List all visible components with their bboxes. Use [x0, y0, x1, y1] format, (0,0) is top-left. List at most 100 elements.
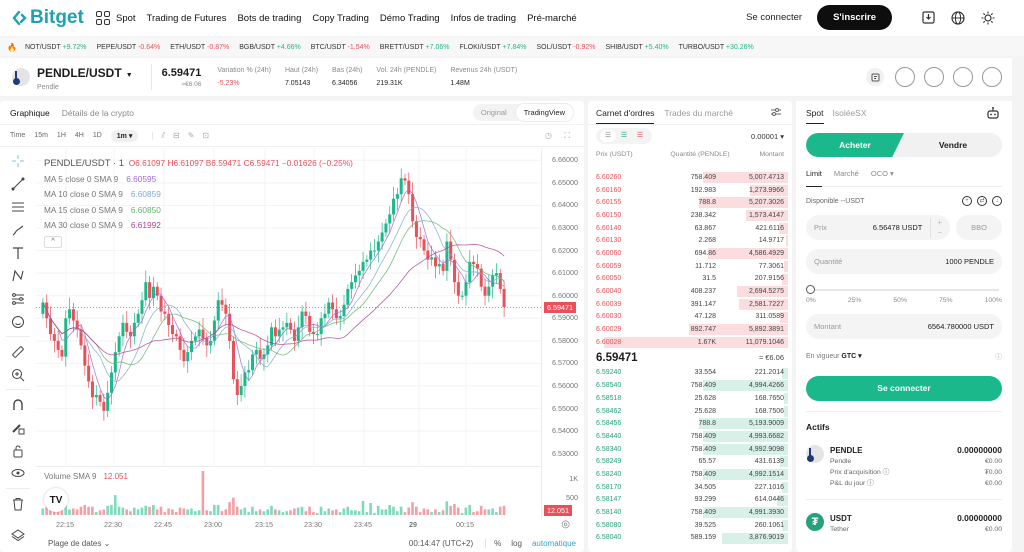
buy-tab[interactable]: Acheter: [806, 133, 904, 157]
view-original[interactable]: Original: [480, 108, 507, 117]
lock-drawing-icon[interactable]: [0, 416, 36, 439]
download-icon[interactable]: [920, 10, 936, 26]
chart-settings-icon[interactable]: ◎: [561, 519, 570, 530]
bid-row[interactable]: 6.58462 25.628 168.7506: [588, 405, 792, 418]
time-axis[interactable]: 22:15 22:30 22:45 23:00 23:15 23:30 23:45 29 00:…: [36, 517, 541, 533]
ask-row[interactable]: 6.60260 758.409 5,007.4713: [588, 171, 792, 184]
info-icon[interactable]: ⓘ: [995, 354, 1002, 361]
bid-row[interactable]: 6.58140 758.409 4,991.3930: [588, 506, 792, 519]
bid-row[interactable]: 6.58456 788.8 5,193.9009: [588, 417, 792, 430]
trash-icon[interactable]: [0, 492, 36, 515]
nav-item-d-mo-trading[interactable]: Démo Trading: [379, 12, 440, 24]
tab-chart[interactable]: Graphique: [10, 107, 50, 118]
ask-row[interactable]: 6.60060 694.86 4,586.4929: [588, 247, 792, 260]
log-toggle[interactable]: log: [511, 538, 522, 548]
percent-preset[interactable]: 75%: [939, 297, 953, 304]
amount-slider[interactable]: [806, 285, 999, 294]
robot-icon[interactable]: [986, 106, 1000, 122]
interval-dropdown[interactable]: 1m ▾: [110, 129, 139, 142]
ask-row[interactable]: 6.60040 408.237 2,694.5275: [588, 285, 792, 298]
horizontal-lines-icon[interactable]: [0, 195, 36, 218]
magnet-icon[interactable]: [0, 393, 36, 416]
login-link[interactable]: Se connecter: [746, 12, 803, 23]
deposit-icon[interactable]: +: [962, 196, 972, 206]
fib-levels-icon[interactable]: [0, 287, 36, 310]
percent-preset[interactable]: 25%: [847, 297, 862, 304]
ask-row[interactable]: 6.60039 391.147 2,581.7227: [588, 298, 792, 311]
ask-row[interactable]: 6.60030 47.128 311.0589: [588, 311, 792, 324]
bid-row[interactable]: 6.58147 93.299 614.0446: [588, 494, 792, 507]
tradingview-logo[interactable]: TV: [44, 488, 68, 512]
ticker-item[interactable]: TURBO/USDT +30.26%: [679, 44, 754, 51]
bitget-logo[interactable]: Bitget: [12, 7, 92, 29]
bid-row[interactable]: 6.58080 39.525 260.1061: [588, 519, 792, 532]
percent-toggle[interactable]: %: [485, 538, 501, 548]
ticker-item[interactable]: FLOKI/USDT +7.84%: [459, 44, 526, 51]
bid-row[interactable]: 6.58340 758.409 4,992.9098: [588, 443, 792, 456]
view-asks-icon[interactable]: ☰: [636, 132, 644, 139]
download-icon[interactable]: ↓: [992, 196, 1002, 206]
tick-size-select[interactable]: 0.00001 ▾: [751, 131, 784, 141]
toolbar-circle-button[interactable]: [953, 67, 973, 87]
ask-row[interactable]: 6.60029 892.747 5,892.3891: [588, 323, 792, 336]
settings-sliders-icon[interactable]: [770, 107, 782, 119]
ask-row[interactable]: 6.60050 31.5 207.9156: [588, 273, 792, 286]
order-type-oco[interactable]: OCO ▾: [870, 169, 894, 178]
tab-isolated-margin[interactable]: IsoléeSX: [832, 108, 867, 118]
signup-button[interactable]: S'inscrire: [817, 5, 892, 30]
trendline-icon[interactable]: [0, 172, 36, 195]
order-type-market[interactable]: Marché: [833, 169, 859, 178]
bid-row[interactable]: 6.58518 25.628 168.7650: [588, 392, 792, 405]
ticker-item[interactable]: NOT/USDT +9.72%: [25, 44, 87, 51]
nav-item-spot[interactable]: Spot: [116, 12, 136, 24]
bid-row[interactable]: 6.58240 758.409 4,992.1514: [588, 468, 792, 481]
bid-row[interactable]: 6.58440 758.409 4,993.6682: [588, 430, 792, 443]
interval-time[interactable]: Time: [10, 132, 26, 139]
sell-tab[interactable]: Vendre: [938, 140, 968, 150]
compare-icon[interactable]: ⊟: [173, 131, 180, 140]
interval-1h[interactable]: 1H: [56, 132, 66, 139]
ask-row[interactable]: 6.60150 238.342 1,573.4147: [588, 209, 792, 222]
notes-icon[interactable]: [866, 68, 884, 86]
time-in-force-select[interactable]: GTC ▾: [841, 353, 862, 360]
layers-icon[interactable]: [0, 523, 36, 546]
ask-row[interactable]: 6.60155 788.8 5,207.3026: [588, 196, 792, 209]
nav-item-infos-de-trading[interactable]: Infos de trading: [450, 12, 517, 24]
lock-icon[interactable]: [0, 439, 36, 462]
toolbar-circle-button[interactable]: [895, 67, 915, 87]
zoom-in-icon[interactable]: [0, 363, 36, 386]
ask-row[interactable]: 6.60028 1.67K 11,079.1046: [588, 336, 792, 349]
ask-row[interactable]: 6.60059 11.712 77.3061: [588, 260, 792, 273]
view-both-icon[interactable]: ☰: [600, 130, 616, 142]
price-input[interactable]: Prix 6.56478 USDT + −: [806, 215, 950, 240]
order-type-limit[interactable]: Limit: [806, 169, 822, 187]
toolbar-circle-button[interactable]: [982, 67, 1002, 87]
quantity-input[interactable]: Quantité 1000 PENDLE: [806, 249, 1002, 274]
bid-row[interactable]: 6.58540 758.409 4,994.4266: [588, 379, 792, 392]
globe-icon[interactable]: [950, 10, 966, 26]
ask-row[interactable]: 6.60160 192.983 1,273.9966: [588, 184, 792, 197]
ticker-item[interactable]: SOL/USDT -0.92%: [536, 44, 595, 51]
pair-selector[interactable]: PENDLE/USDT ▼ Pendle: [37, 65, 133, 91]
percent-preset[interactable]: 50%: [893, 297, 908, 304]
crosshair-icon[interactable]: [0, 149, 36, 172]
theme-sun-icon[interactable]: [980, 10, 996, 26]
bbo-button[interactable]: BBO: [956, 215, 1002, 240]
interval-15m[interactable]: 15m: [34, 132, 48, 139]
clock-icon[interactable]: ◷: [545, 131, 552, 140]
emoji-icon[interactable]: [0, 310, 36, 333]
toolbar-circle-button[interactable]: [924, 67, 944, 87]
apps-grid-icon[interactable]: [96, 11, 110, 25]
bid-row[interactable]: 6.58040 589.159 3,876.9019: [588, 532, 792, 545]
bid-row[interactable]: 6.58249 65.57 431.6139: [588, 455, 792, 468]
tab-spot[interactable]: Spot: [806, 108, 824, 124]
login-submit-button[interactable]: Se connecter: [806, 376, 1002, 401]
ticker-item[interactable]: PEPE/USDT -0.64%: [97, 44, 161, 51]
interval-1d[interactable]: 1D: [92, 132, 102, 139]
text-icon[interactable]: [0, 241, 36, 264]
view-tradingview[interactable]: TradingView: [514, 103, 574, 122]
eye-icon[interactable]: [0, 462, 36, 485]
camera-icon[interactable]: ⊡: [202, 131, 210, 140]
percent-preset[interactable]: 100%: [984, 297, 1002, 304]
ticker-item[interactable]: SHIB/USDT +5.40%: [605, 44, 668, 51]
